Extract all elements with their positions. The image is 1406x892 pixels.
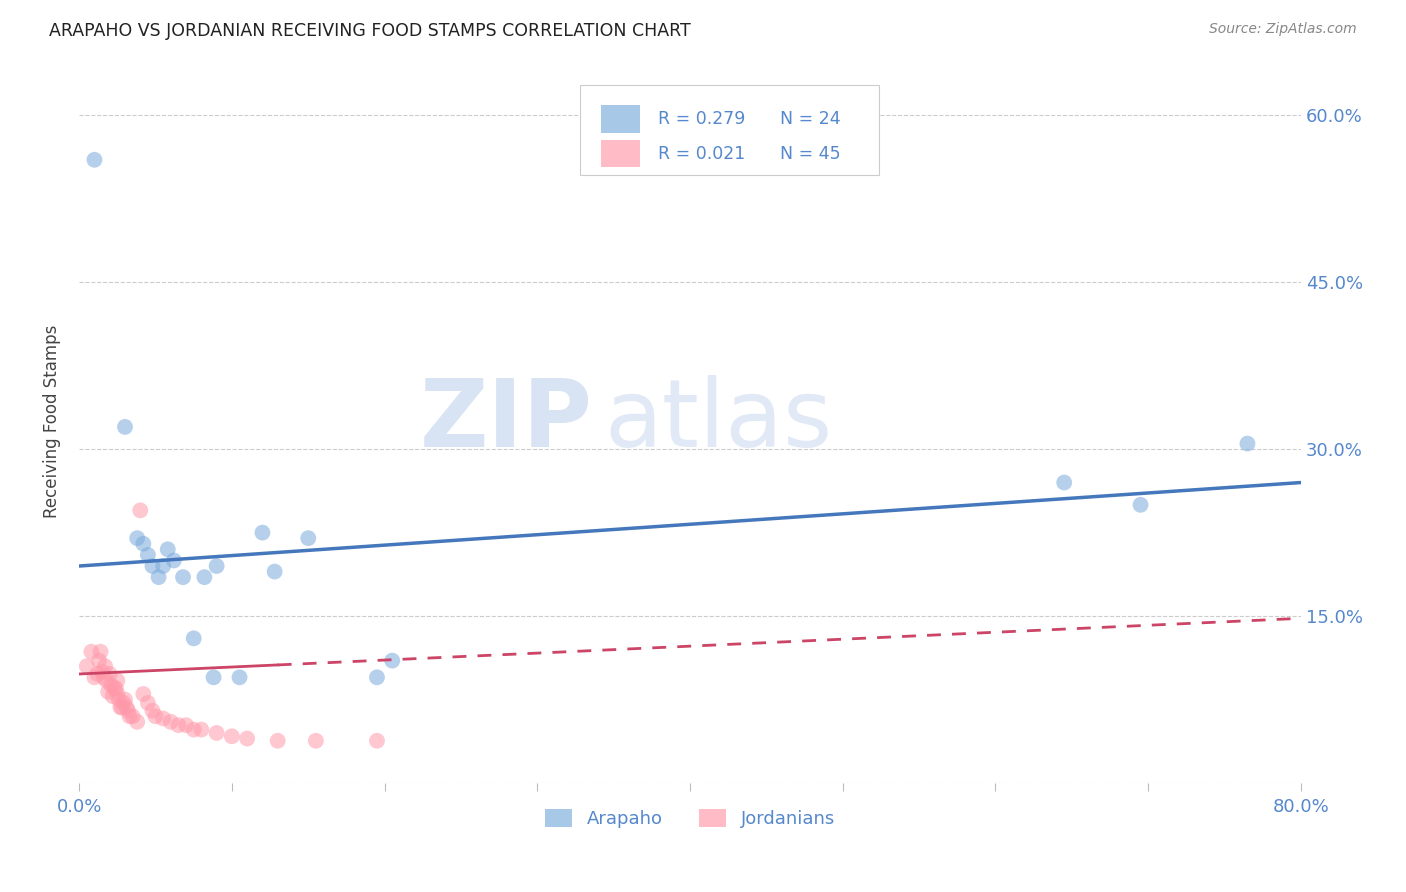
FancyBboxPatch shape: [581, 85, 879, 176]
Y-axis label: Receiving Food Stamps: Receiving Food Stamps: [44, 325, 60, 518]
Point: [115, 700, 138, 714]
Point: [297, 531, 319, 545]
Text: ZIP: ZIP: [419, 376, 592, 467]
Point: [103, 681, 125, 696]
Point: [381, 654, 404, 668]
Point: [263, 565, 285, 579]
FancyBboxPatch shape: [600, 105, 640, 133]
Point: [108, 692, 131, 706]
Point: [114, 692, 136, 706]
Point: [94, 659, 117, 673]
Point: [366, 670, 388, 684]
Text: ARAPAHO VS JORDANIAN RECEIVING FOOD STAMPS CORRELATION CHART: ARAPAHO VS JORDANIAN RECEIVING FOOD STAM…: [49, 22, 690, 40]
Point: [205, 726, 228, 740]
Point: [228, 670, 250, 684]
Point: [91, 665, 114, 679]
Point: [118, 709, 141, 723]
Point: [205, 559, 228, 574]
Point: [366, 733, 388, 747]
Text: R = 0.021: R = 0.021: [658, 145, 745, 162]
Point: [183, 632, 205, 646]
Point: [252, 525, 274, 540]
Legend: Arapaho, Jordanians: Arapaho, Jordanians: [538, 802, 842, 836]
Point: [117, 704, 139, 718]
Point: [97, 685, 120, 699]
Point: [152, 559, 174, 574]
Text: R = 0.279: R = 0.279: [658, 110, 745, 128]
Point: [80, 645, 103, 659]
Text: atlas: atlas: [605, 376, 832, 467]
Point: [1129, 498, 1152, 512]
Point: [132, 687, 155, 701]
Point: [267, 733, 290, 747]
Point: [163, 553, 186, 567]
Point: [111, 700, 134, 714]
Text: Source: ZipAtlas.com: Source: ZipAtlas.com: [1209, 22, 1357, 37]
Point: [86, 667, 108, 681]
Point: [98, 667, 121, 681]
Point: [221, 729, 243, 743]
Point: [172, 570, 194, 584]
Point: [105, 673, 128, 688]
Point: [193, 570, 215, 584]
Point: [127, 714, 149, 729]
Point: [101, 690, 124, 704]
Point: [183, 723, 205, 737]
Point: [141, 559, 163, 574]
Point: [110, 700, 132, 714]
Point: [114, 420, 136, 434]
Point: [305, 733, 328, 747]
Point: [87, 654, 110, 668]
Point: [96, 673, 118, 688]
Point: [141, 704, 163, 718]
Point: [112, 696, 135, 710]
Point: [174, 718, 197, 732]
Point: [132, 537, 155, 551]
Point: [145, 709, 167, 723]
Point: [104, 681, 127, 696]
Point: [236, 731, 259, 746]
Point: [83, 153, 105, 167]
Text: N = 45: N = 45: [780, 145, 841, 162]
Point: [136, 548, 159, 562]
Point: [148, 570, 170, 584]
Point: [76, 659, 98, 673]
Point: [156, 542, 179, 557]
Point: [93, 670, 115, 684]
FancyBboxPatch shape: [600, 140, 640, 168]
Point: [127, 531, 149, 545]
Point: [190, 723, 212, 737]
Point: [152, 711, 174, 725]
Point: [202, 670, 225, 684]
Point: [105, 687, 128, 701]
Point: [167, 718, 190, 732]
Point: [129, 503, 152, 517]
Point: [83, 670, 105, 684]
Text: N = 24: N = 24: [780, 110, 841, 128]
Point: [1236, 436, 1258, 450]
Point: [121, 709, 143, 723]
Point: [90, 645, 112, 659]
Point: [1053, 475, 1076, 490]
Point: [136, 696, 159, 710]
Point: [100, 678, 122, 692]
Point: [159, 714, 181, 729]
